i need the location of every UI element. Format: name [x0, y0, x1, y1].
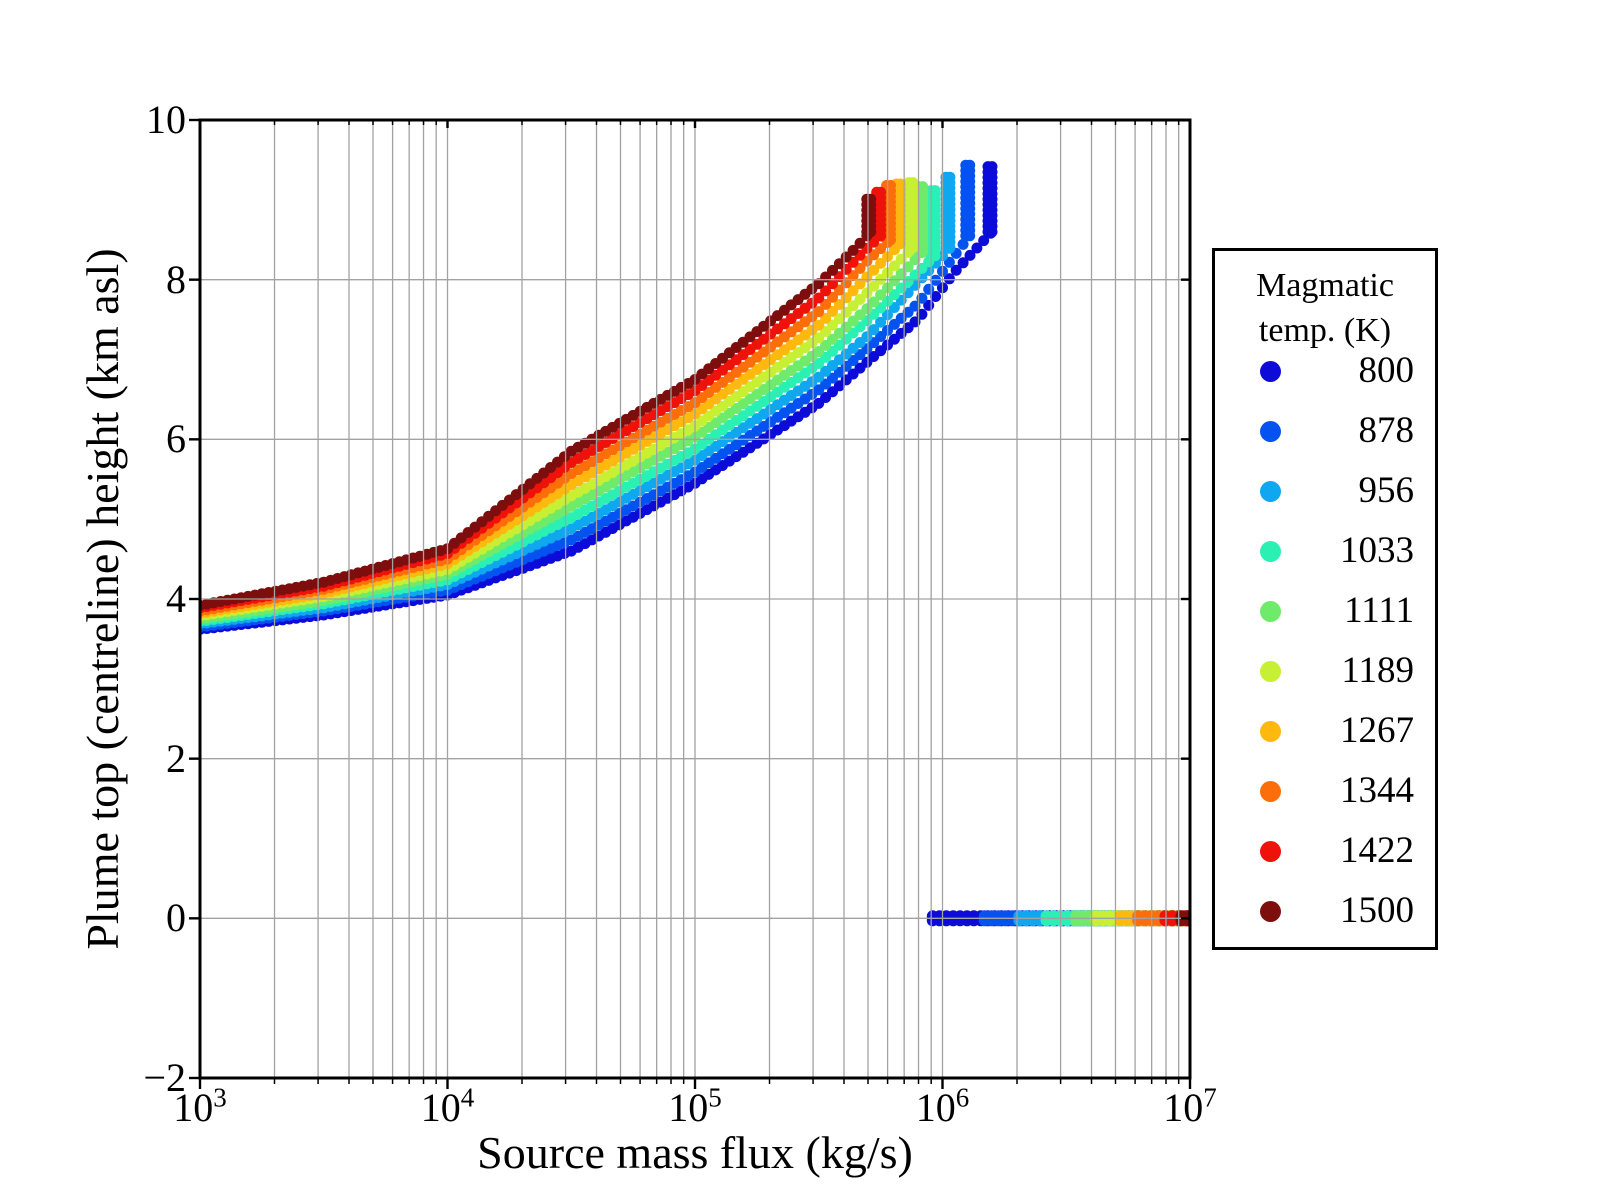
legend-marker-1189: [1260, 661, 1281, 682]
series-1422-dots: [200, 186, 1190, 927]
series-800-dots: [200, 161, 1190, 927]
legend-label-1422: 1422: [1340, 830, 1414, 871]
y-tick-label-6: 6: [166, 416, 186, 462]
legend-label-1500: 1500: [1340, 890, 1414, 931]
legend-item-1189: 1189: [1215, 641, 1435, 701]
legend-label-1267: 1267: [1340, 710, 1414, 751]
legend-marker-1344: [1260, 781, 1281, 802]
legend-item-1111: 1111: [1215, 581, 1435, 641]
legend-item-1033: 1033: [1215, 521, 1435, 581]
x-tick-label-10e4: 104: [420, 1082, 475, 1130]
legend-label-1344: 1344: [1340, 770, 1414, 811]
legend-marker-1033: [1260, 541, 1281, 562]
legend-label-800: 800: [1358, 350, 1415, 391]
legend-marker-878: [1260, 421, 1281, 442]
x-tick-label-10e5: 105: [668, 1082, 722, 1130]
axes-spines-and-ticks: [189, 118, 1192, 1089]
legend-label-1033: 1033: [1340, 530, 1414, 571]
x-axis-title: Source mass flux (kg/s): [477, 1127, 913, 1178]
series-1344-dots: [200, 180, 1190, 927]
x-tick-label-10e3: 103: [173, 1082, 227, 1130]
x-tick-label-10e7: 107: [1163, 1082, 1217, 1130]
legend-marker-1111: [1260, 601, 1281, 622]
legend-title-line2: temp. (K): [1258, 312, 1392, 349]
legend-marker-1500: [1260, 901, 1281, 922]
legend-item-956: 956: [1215, 461, 1435, 521]
legend-marker-956: [1260, 481, 1281, 502]
series-1189-dots: [200, 177, 1190, 927]
legend-marker-1267: [1260, 721, 1281, 742]
legend-item-878: 878: [1215, 401, 1435, 461]
gridlines: [200, 120, 1190, 1078]
y-tick-label-−2: −2: [143, 1055, 186, 1100]
legend-marker-800: [1260, 361, 1281, 382]
y-tick-label-4: 4: [166, 576, 186, 621]
x-tick-label-10e6: 106: [915, 1082, 970, 1130]
y-tick-label-2: 2: [166, 735, 186, 781]
legend-item-1344: 1344: [1215, 761, 1435, 821]
series-956-dots: [200, 171, 1190, 927]
y-tick-label-0: 0: [166, 895, 186, 941]
legend-label-1111: 1111: [1344, 590, 1414, 631]
legend-label-956: 956: [1358, 470, 1415, 511]
legend-box: Magmatic temp. (K) 800 878 956 1033 1111 1189…: [1212, 248, 1438, 950]
legend-title: Magmatic temp. (K): [1215, 263, 1435, 353]
series-1111-dots: [200, 181, 1190, 927]
legend-label-878: 878: [1358, 410, 1415, 451]
legend-title-line1: Magmatic: [1256, 267, 1394, 304]
legend-item-1267: 1267: [1215, 701, 1435, 761]
series-1033-dots: [200, 185, 1190, 927]
legend-marker-1422: [1260, 841, 1281, 862]
series-1500-dots: [200, 193, 1190, 927]
legend-item-1422: 1422: [1215, 821, 1435, 881]
legend-label-1189: 1189: [1341, 650, 1414, 691]
legend-item-800: 800: [1215, 341, 1435, 401]
legend-item-1500: 1500: [1215, 881, 1435, 941]
y-tick-label-8: 8: [166, 256, 186, 302]
series-878-dots: [200, 159, 1190, 927]
y-tick-label-10: 10: [146, 97, 186, 142]
scatter-series-layer: [200, 159, 1190, 927]
